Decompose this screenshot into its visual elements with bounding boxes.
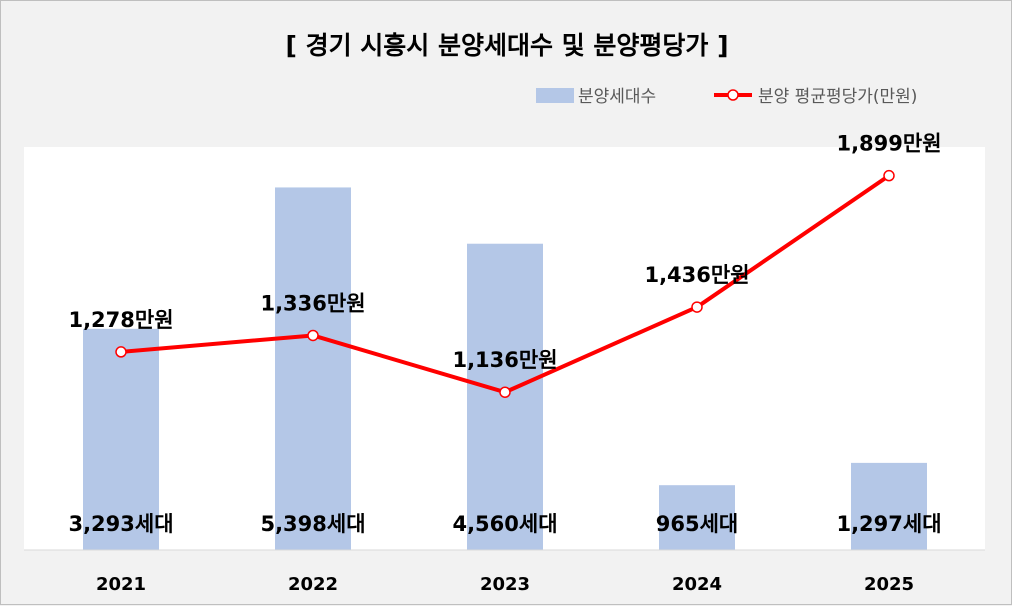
legend-bar-swatch (536, 88, 574, 103)
bar-2021 (83, 328, 159, 550)
bar-label-2023: 4,560세대 (452, 512, 557, 536)
line-label-2025: 1,899만원 (836, 132, 941, 156)
line-label-2023: 1,136만원 (452, 348, 557, 372)
x-tick-2024: 2024 (672, 574, 722, 595)
x-tick-2023: 2023 (480, 574, 530, 595)
line-point-2024 (691, 301, 703, 313)
x-axis: 2021 2022 2023 2024 2025 (24, 549, 985, 595)
line-label-2024: 1,436만원 (644, 263, 749, 287)
bar-label-2022: 5,398세대 (260, 512, 365, 536)
line-point-2021 (115, 346, 127, 358)
line-label-2021: 1,278만원 (68, 308, 173, 332)
legend: 분양세대수 분양 평균평당가(만원) (536, 87, 917, 107)
bar-2022 (275, 187, 351, 550)
x-tick-2022: 2022 (288, 574, 338, 595)
bar-label-2025: 1,297세대 (836, 512, 941, 536)
x-tick-2021: 2021 (96, 574, 146, 595)
line-label-2022: 1,336만원 (260, 291, 365, 315)
legend-bar-label: 분양세대수 (578, 87, 656, 107)
bar-2024 (659, 485, 735, 550)
line-point-2025 (883, 169, 895, 182)
chart-title: [ 경기 시흥시 분양세대수 및 분양평당가 ] (285, 31, 728, 60)
x-tick-2025: 2025 (864, 574, 914, 595)
legend-line-marker (727, 89, 739, 101)
bar-label-2024: 965세대 (656, 512, 738, 536)
line-series: 1,278만원 1,336만원 1,136만원 1,436만원 1,899만원 (68, 132, 942, 398)
legend-line-label: 분양 평균평당가(만원) (758, 87, 917, 107)
bar-label-2021: 3,293세대 (68, 512, 173, 536)
bar-2025 (851, 462, 927, 550)
line-point-2023 (499, 386, 511, 398)
line-point-2022 (307, 329, 319, 342)
